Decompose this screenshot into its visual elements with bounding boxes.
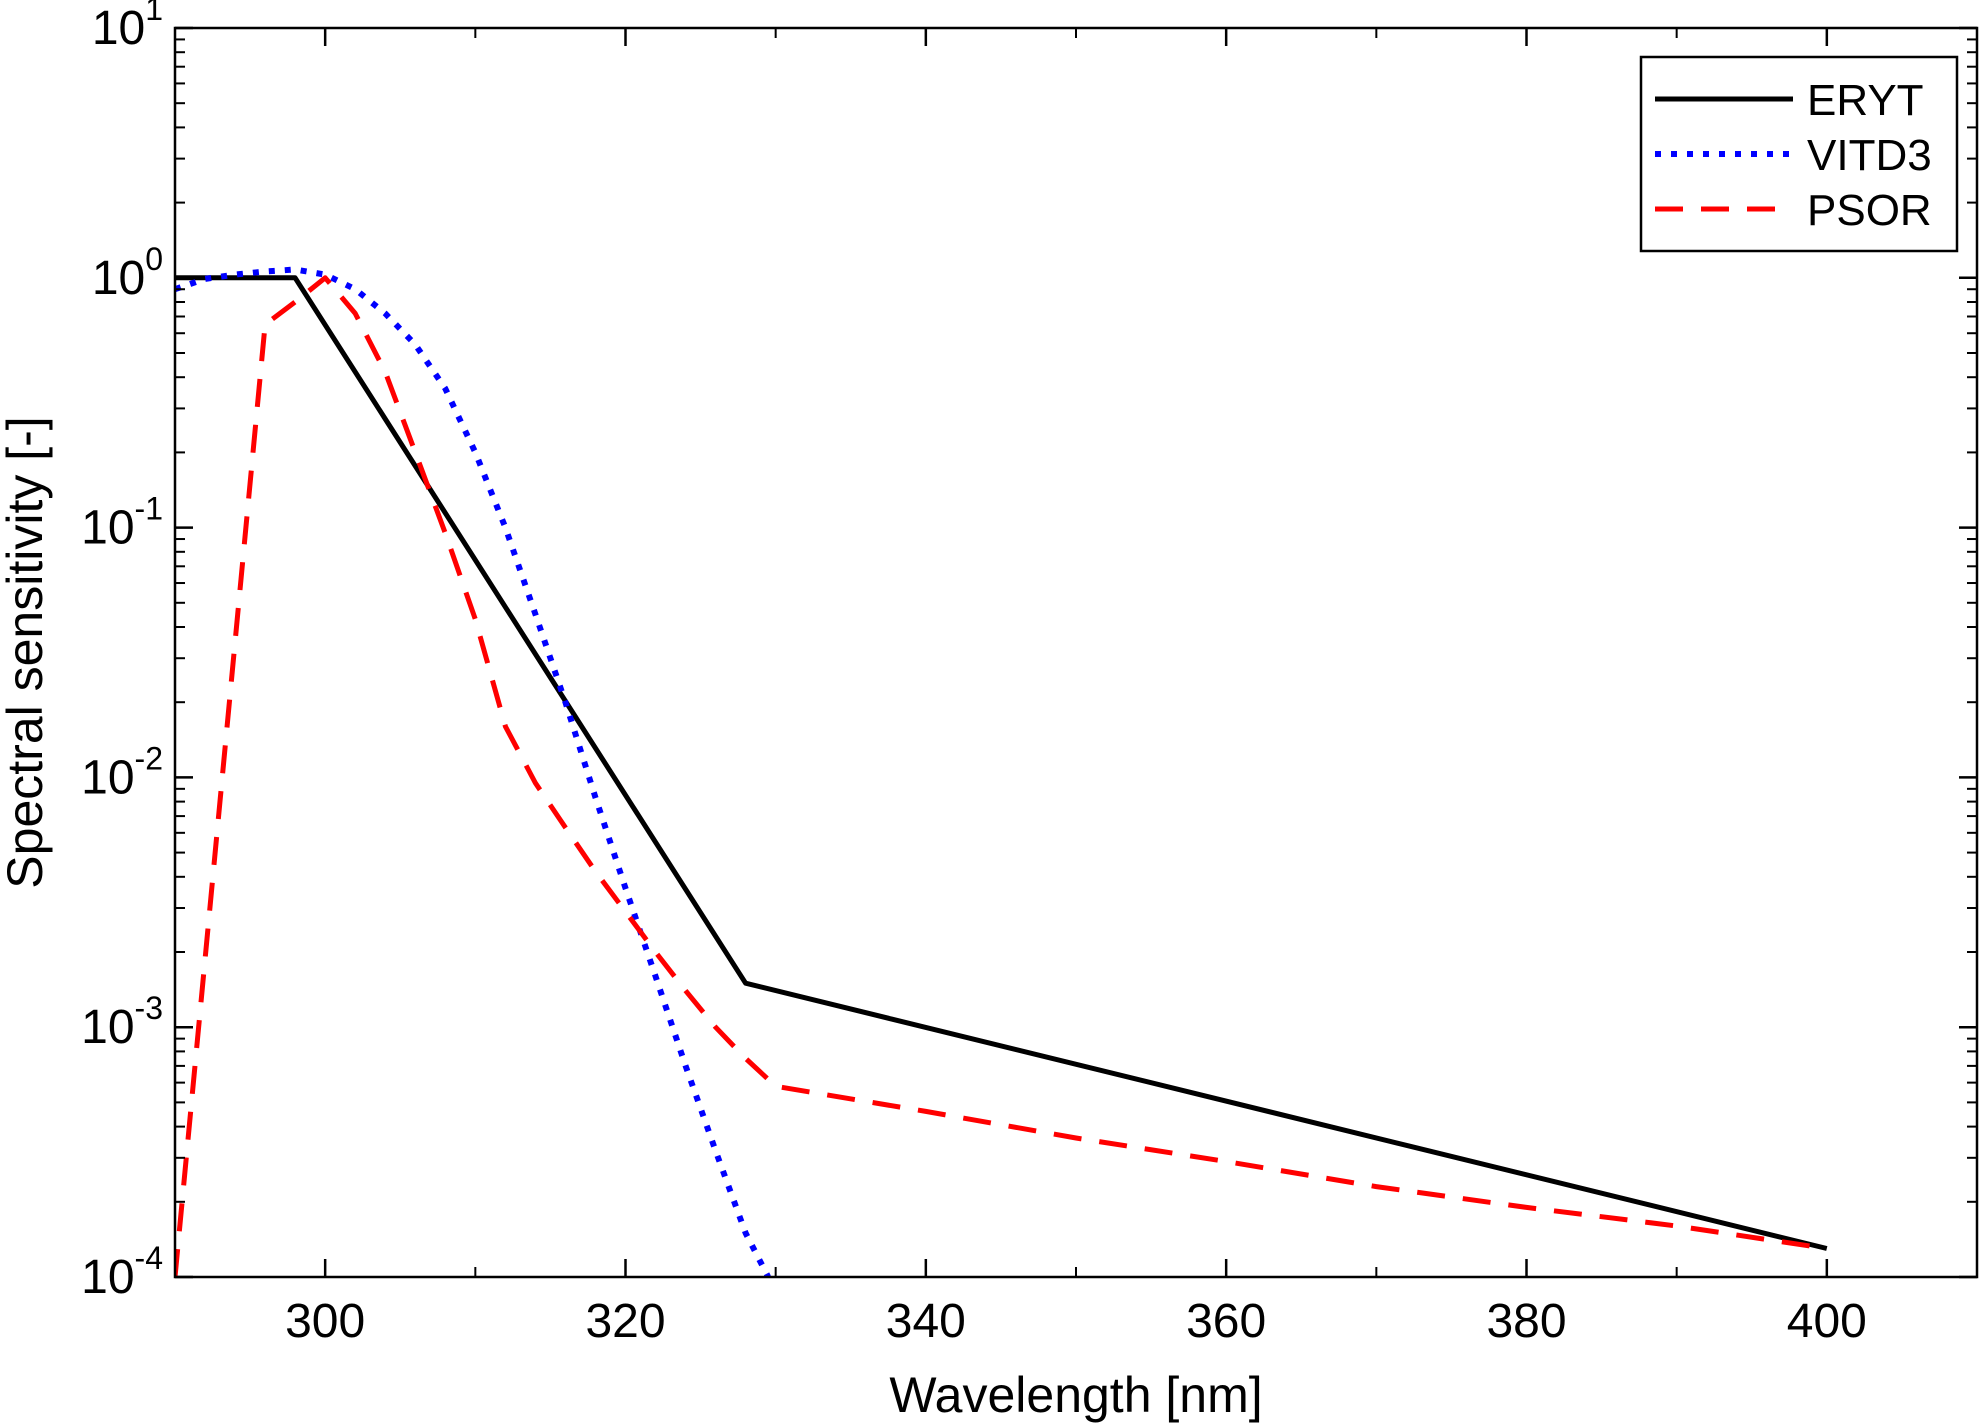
ticks-layer: 300 320 340 360 380 400 101 100 10-1 10-2 10-3 10-4 [81, 0, 1978, 1348]
legend-label-psor: PSOR [1807, 186, 1932, 235]
y-tick-label: 10-4 [81, 1240, 163, 1304]
x-tick-label: 360 [1186, 1295, 1266, 1348]
y-tick-label: 10-3 [81, 990, 163, 1054]
x-tick-label: 340 [886, 1295, 966, 1348]
x-tick-label: 320 [585, 1295, 665, 1348]
y-tick-label: 10-2 [81, 740, 163, 804]
y-axis-label: Spectral sensitivity [-] [0, 416, 53, 888]
legend-box [1639, 55, 1959, 253]
x-axis-label: Wavelength [nm] [889, 1367, 1262, 1423]
series-line-vitd3 [175, 266, 771, 1277]
legend: ERYT VITD3 PSOR [1639, 55, 1959, 253]
legend-label-eryt: ERYT [1807, 76, 1924, 125]
x-tick-label: 380 [1486, 1295, 1566, 1348]
series-line-eryt [175, 275, 1828, 1251]
x-tick-label: 300 [285, 1295, 365, 1348]
y-tick-label: 101 [92, 0, 163, 55]
y-tick-label: 10-1 [81, 491, 163, 555]
legend-label-vitd3: VITD3 [1807, 131, 1932, 180]
x-tick-label: 400 [1787, 1295, 1867, 1348]
y-tick-label: 100 [92, 241, 163, 305]
series-layer [175, 266, 1828, 1277]
series-line-psor [175, 275, 1828, 1277]
